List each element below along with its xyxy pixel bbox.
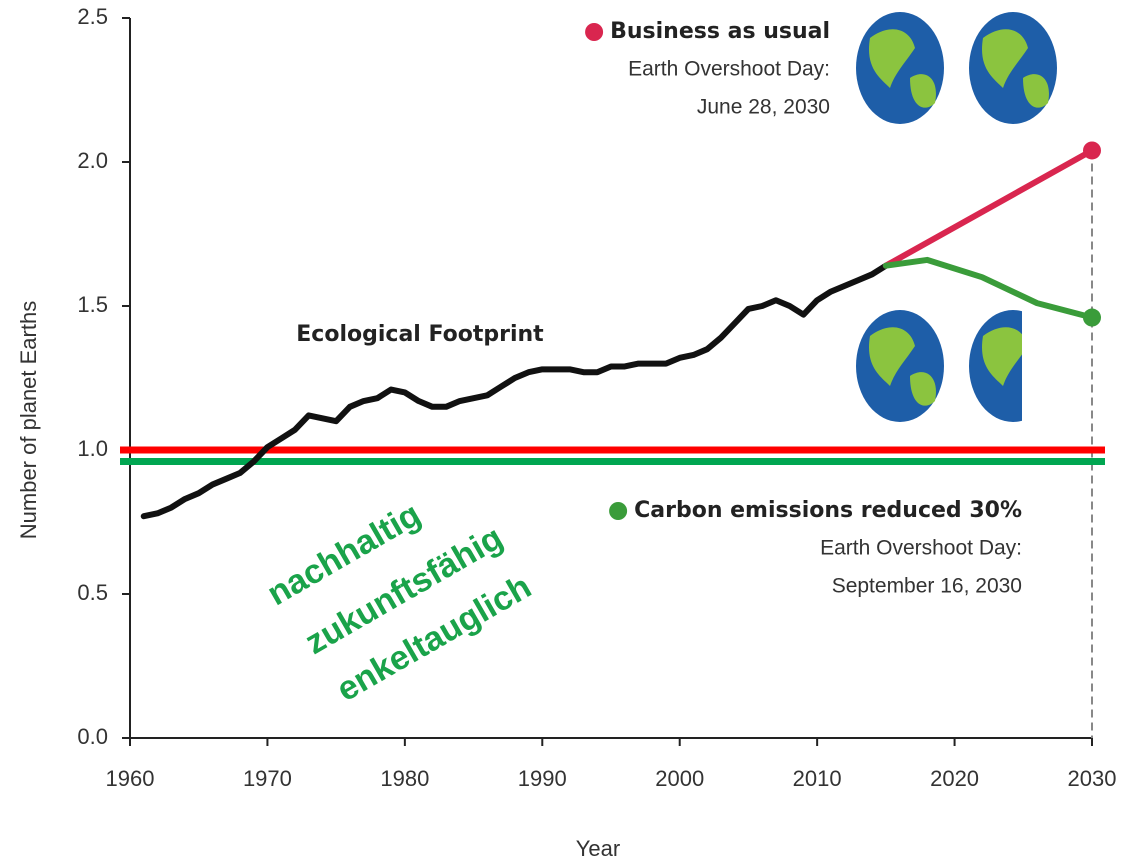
x-tick-label: 2030	[1068, 766, 1117, 791]
x-tick-label: 2020	[930, 766, 979, 791]
x-tick-label: 2010	[793, 766, 842, 791]
legend-label: Carbon emissions reduced 30%	[634, 498, 1022, 523]
legend-label: Business as usual	[610, 19, 830, 44]
y-axis-label: Number of planet Earths	[16, 301, 41, 539]
y-tick-label: 2.5	[77, 4, 108, 29]
x-tick-label: 1960	[106, 766, 155, 791]
end-marker	[1083, 141, 1101, 160]
end-marker	[1083, 308, 1101, 327]
legend-marker	[609, 502, 628, 520]
series-line	[882, 147, 1095, 269]
y-tick-label: 0.5	[77, 580, 108, 605]
globes	[856, 12, 1057, 422]
series-label: Ecological Footprint	[296, 322, 544, 347]
overshoot-date: June 28, 2030	[697, 96, 830, 119]
y-tick-label: 1.5	[77, 292, 108, 317]
globe	[856, 12, 944, 124]
globe	[969, 12, 1057, 124]
y-tick-label: 1.0	[77, 436, 108, 461]
y-tick-label: 0.0	[77, 724, 108, 749]
half-globe	[969, 310, 1022, 422]
globe	[856, 310, 944, 422]
series-line	[882, 256, 1095, 321]
x-tick-label: 1980	[380, 766, 429, 791]
x-tick-label: 2000	[655, 766, 704, 791]
y-tick-label: 2.0	[77, 148, 108, 173]
x-tick-label: 1990	[518, 766, 567, 791]
overshoot-label: Earth Overshoot Day:	[628, 58, 830, 81]
legend-marker	[585, 23, 604, 41]
series-line	[140, 262, 889, 520]
x-tick-label: 1970	[243, 766, 292, 791]
x-axis-label: Year	[576, 836, 620, 861]
overshoot-date: September 16, 2030	[832, 575, 1022, 598]
overshoot-label: Earth Overshoot Day:	[820, 537, 1022, 560]
